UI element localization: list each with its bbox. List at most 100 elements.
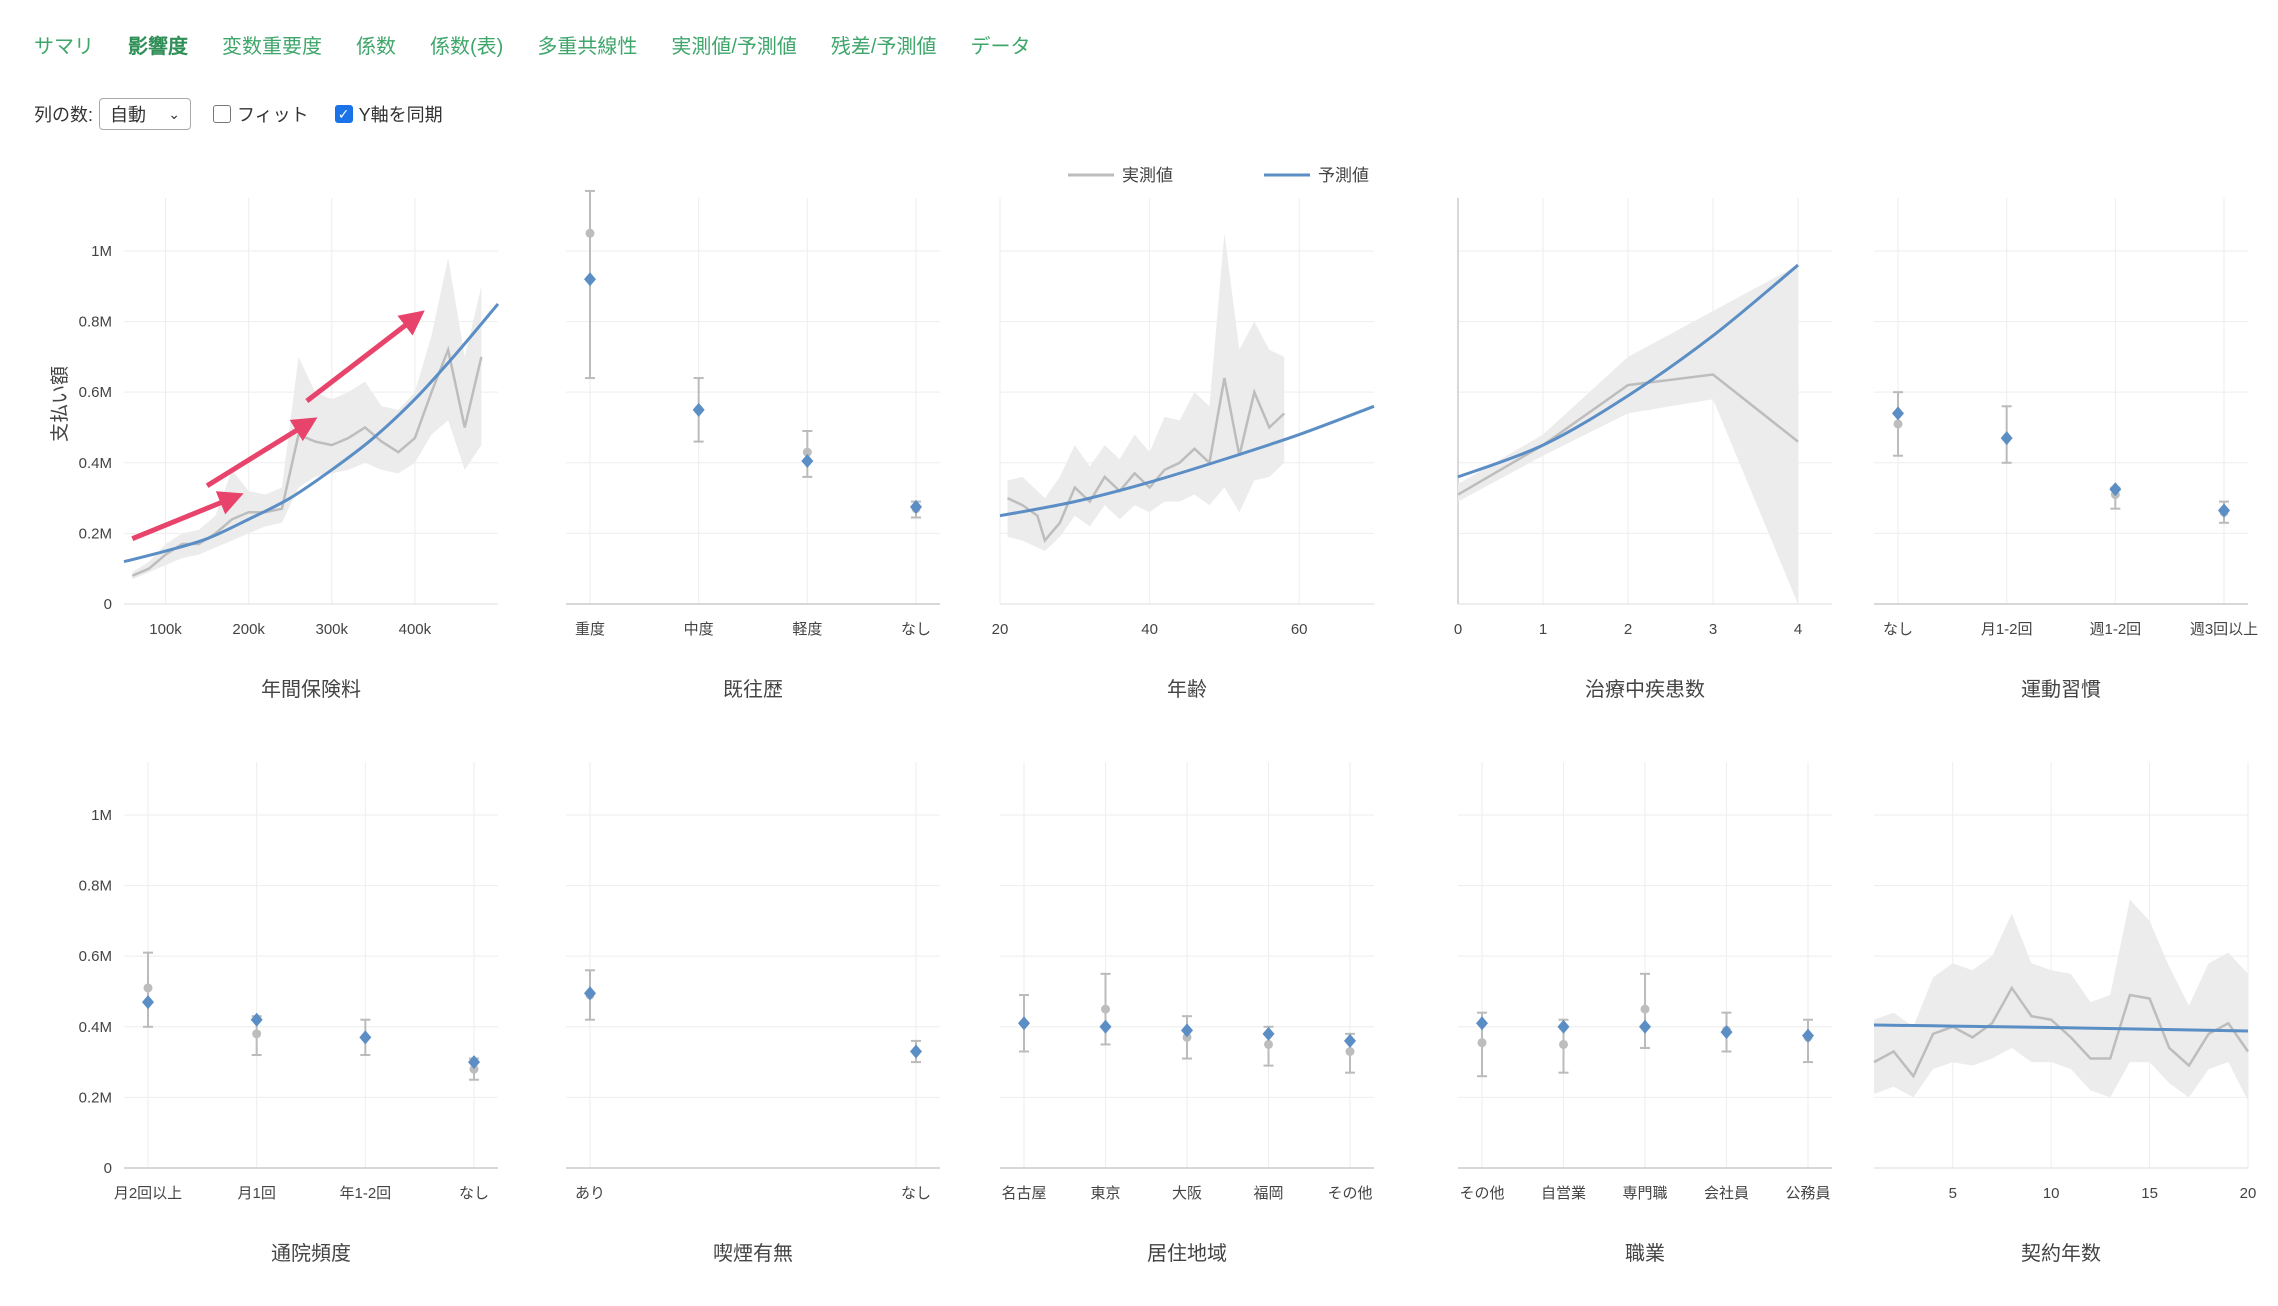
x-tick-label: 名古屋 <box>1001 1185 1046 1202</box>
fit-label: フィット <box>237 105 309 125</box>
panel-title: 喫煙有無 <box>713 1242 793 1265</box>
actual-line <box>1457 373 1799 496</box>
actual-point <box>252 1029 262 1039</box>
predicted-point <box>250 1012 263 1027</box>
tab-bar: サマリ 影響度 変数重要度 係数 係数(表) 多重共線性 実測値/予測値 残差/予測値 データ <box>34 30 1064 59</box>
actual-point <box>469 1064 479 1074</box>
x-tick-label: その他 <box>1327 1185 1372 1202</box>
panel-9 <box>1873 762 2250 1169</box>
confidence-band <box>132 258 482 580</box>
tab-7[interactable]: 残差/予測値 <box>830 36 937 58</box>
panel-0 <box>123 198 500 605</box>
tab-0[interactable]: サマリ <box>34 36 94 58</box>
x-tick-label: 重度 <box>575 621 605 638</box>
tab-3[interactable]: 係数 <box>356 36 396 58</box>
legend-actual-label: 実測値 <box>1122 166 1173 185</box>
y-tick-label: 0.8M <box>79 878 112 895</box>
y-tick-label: 0.8M <box>79 314 112 331</box>
panel-title: 職業 <box>1625 1242 1665 1265</box>
columns-label: 列の数: <box>34 105 94 125</box>
x-tick-label: 2 <box>1624 621 1632 638</box>
x-tick-label: 年1-2回 <box>339 1185 391 1202</box>
annotation-arrow <box>131 491 244 542</box>
columns-select[interactable]: 自動 ⌄ <box>99 98 192 130</box>
predicted-point <box>910 1044 922 1059</box>
controls-bar: 列の数: 自動 ⌄ フィット ✓ Y軸を同期 <box>34 98 469 130</box>
tab-6[interactable]: 実測値/予測値 <box>671 36 797 58</box>
y-tick-label: 0 <box>104 596 112 613</box>
x-tick-label: 自営業 <box>1541 1185 1586 1202</box>
panel-8 <box>1458 762 1832 1169</box>
x-tick-label: 週1-2回 <box>2089 621 2141 638</box>
x-tick-label: 40 <box>1141 621 1158 638</box>
predicted-line <box>1873 1023 2249 1033</box>
x-tick-label: 100k <box>149 621 182 638</box>
predicted-point <box>1262 1026 1275 1041</box>
panel-6 <box>566 762 940 1169</box>
predicted-line <box>999 404 1375 518</box>
panel-1 <box>566 189 940 605</box>
sync-y-checkbox-wrap[interactable]: ✓ Y軸を同期 <box>334 101 443 127</box>
legend-predicted-label: 予測値 <box>1318 166 1369 185</box>
panel-7 <box>1000 762 1374 1169</box>
panel-title: 年齢 <box>1167 678 1207 701</box>
x-tick-label: 月1回 <box>237 1185 275 1202</box>
predicted-point <box>1018 1016 1030 1031</box>
panel-4 <box>1874 198 2248 605</box>
x-tick-label: 公務員 <box>1785 1185 1830 1202</box>
x-tick-label: 週3回以上 <box>2190 621 2258 638</box>
fit-checkbox-wrap[interactable]: フィット <box>213 101 309 127</box>
x-tick-label: 0 <box>1454 621 1462 638</box>
actual-point <box>802 447 812 457</box>
predicted-point <box>1720 1025 1733 1040</box>
confidence-band <box>1007 233 1285 552</box>
x-tick-label: 月1-2回 <box>1981 621 2033 638</box>
predicted-point <box>584 986 596 1001</box>
x-tick-label: 軽度 <box>792 621 822 638</box>
panel-title: 既往歴 <box>723 678 783 701</box>
x-tick-label: 60 <box>1291 621 1308 638</box>
y-tick-label: 0.4M <box>79 455 112 472</box>
y-tick-label: 0.6M <box>79 384 112 401</box>
sync-y-checkbox[interactable]: ✓ <box>334 105 353 123</box>
sync-y-label: Y軸を同期 <box>358 105 443 125</box>
x-tick-label: 1 <box>1539 621 1547 638</box>
chevron-down-icon: ⌄ <box>168 105 181 122</box>
predicted-point <box>1181 1023 1193 1038</box>
predicted-point <box>910 499 922 514</box>
x-tick-label: 月2回以上 <box>114 1185 182 1202</box>
tab-4[interactable]: 係数(表) <box>430 36 504 58</box>
fit-checkbox[interactable] <box>213 105 232 123</box>
confidence-band <box>1874 899 2248 1101</box>
tab-5[interactable]: 多重共線性 <box>537 36 638 58</box>
x-tick-label: 東京 <box>1090 1185 1120 1202</box>
x-tick-label: 200k <box>232 621 265 638</box>
predicted-point <box>2000 431 2013 446</box>
panel-title: 居住地域 <box>1147 1242 1227 1265</box>
predicted-point <box>1892 406 1904 421</box>
y-axis-label: 支払い額 <box>49 366 71 442</box>
y-tick-label: 0.2M <box>79 1089 112 1106</box>
x-tick-label: 5 <box>1949 1185 1957 1202</box>
x-tick-label: 400k <box>399 621 432 638</box>
tab-8[interactable]: データ <box>970 36 1031 58</box>
confidence-band <box>1458 265 1798 604</box>
y-tick-label: 0.6M <box>79 948 112 965</box>
tab-1[interactable]: 影響度 <box>128 36 188 58</box>
actual-point <box>143 983 153 993</box>
x-tick-label: 福岡 <box>1253 1185 1283 1202</box>
columns-select-value: 自動 <box>110 105 147 125</box>
predicted-line <box>123 302 500 564</box>
x-tick-label: なし <box>901 621 931 638</box>
predicted-point <box>1639 1019 1651 1034</box>
actual-point <box>1182 1032 1192 1042</box>
y-tick-label: 0.4M <box>79 1019 112 1036</box>
tab-2[interactable]: 変数重要度 <box>222 36 322 58</box>
y-tick-label: 0 <box>104 1160 112 1177</box>
panel-title: 通院頻度 <box>271 1242 351 1265</box>
predicted-point <box>2109 482 2122 497</box>
annotation-arrow <box>305 310 425 403</box>
actual-point <box>1101 1004 1110 1014</box>
panel-3 <box>1457 198 1832 605</box>
predicted-point <box>584 272 596 287</box>
